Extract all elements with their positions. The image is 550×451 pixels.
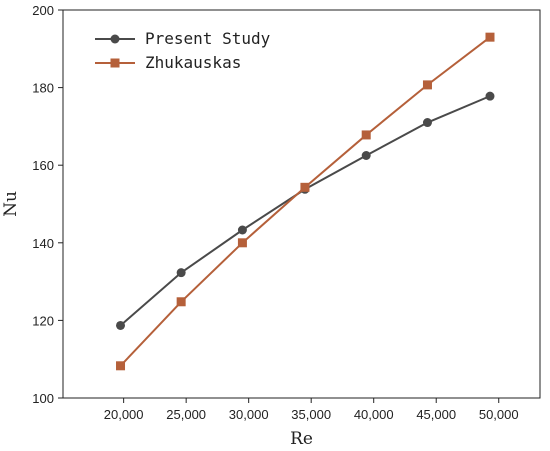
legend-entry: Present Study	[95, 29, 271, 48]
data-point	[116, 361, 126, 371]
legend-entry: Zhukauskas	[95, 53, 241, 72]
y-tick-label: 140	[32, 236, 54, 251]
data-point	[361, 151, 371, 160]
x-tick-label: 20,000	[104, 407, 144, 422]
data-point	[485, 91, 495, 101]
y-tick-label: 200	[32, 3, 54, 18]
y-tick-label: 180	[32, 81, 54, 96]
x-tick-label: 40,000	[354, 407, 394, 422]
x-tick-label: 30,000	[229, 407, 269, 422]
data-point	[300, 182, 310, 192]
y-tick-label: 120	[32, 313, 54, 328]
series-line	[119, 95, 491, 327]
legend-label: Zhukauskas	[145, 53, 241, 72]
y-tick-label: 160	[32, 158, 54, 173]
series-zhukauskas	[116, 32, 495, 371]
data-point	[176, 268, 186, 278]
data-point	[422, 80, 432, 90]
data-point	[237, 225, 247, 235]
data-point	[361, 130, 371, 140]
legend-marker	[110, 34, 120, 44]
y-axis-title: Nu	[1, 191, 21, 217]
series-present-study	[116, 91, 495, 330]
x-tick-label: 25,000	[166, 407, 206, 422]
plot-area-frame	[62, 9, 541, 399]
data-point	[116, 320, 126, 330]
series-line	[119, 36, 491, 367]
x-tick-label: 35,000	[291, 407, 331, 422]
x-tick-label: 50,000	[479, 407, 519, 422]
x-tick-label: 45,000	[416, 407, 456, 422]
data-point	[485, 32, 495, 42]
x-axis-title: Re	[290, 429, 313, 449]
legend-label: Present Study	[145, 29, 271, 48]
legend-marker	[110, 58, 120, 68]
data-point	[237, 238, 247, 248]
y-tick-label: 100	[32, 391, 54, 406]
data-point	[176, 297, 186, 307]
data-point	[422, 118, 432, 128]
